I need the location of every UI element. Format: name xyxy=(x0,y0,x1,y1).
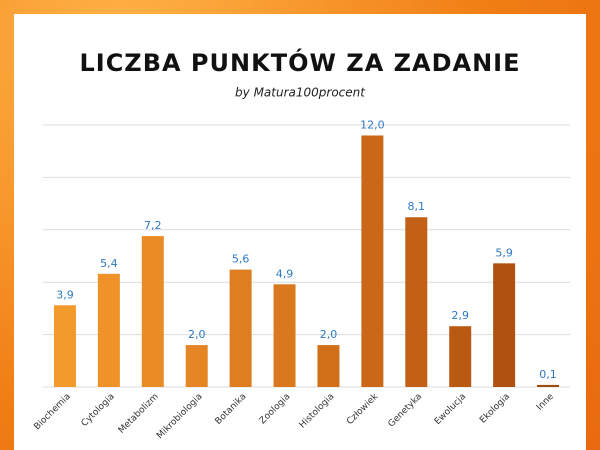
value-label: 5,9 xyxy=(495,246,513,259)
value-label: 0,1 xyxy=(539,368,557,381)
chart-subtitle: by Matura100procent xyxy=(235,86,366,100)
value-label: 8,1 xyxy=(408,200,426,213)
bar xyxy=(141,236,164,387)
bar xyxy=(273,284,296,387)
value-label: 2,0 xyxy=(188,328,206,341)
value-label: 5,4 xyxy=(100,257,118,270)
bar xyxy=(53,305,76,387)
value-label: 3,9 xyxy=(56,288,74,301)
value-label: 2,0 xyxy=(320,328,338,341)
value-label: 4,9 xyxy=(276,267,294,280)
bar xyxy=(185,345,208,387)
value-label: 2,9 xyxy=(451,309,469,322)
bar xyxy=(229,269,252,387)
bar xyxy=(537,384,560,387)
value-label: 12,0 xyxy=(360,118,385,131)
bar xyxy=(317,345,340,387)
bar xyxy=(449,326,472,387)
bar xyxy=(405,217,428,387)
bar xyxy=(493,263,516,387)
value-label: 5,6 xyxy=(232,253,250,266)
value-label: 7,2 xyxy=(144,219,162,232)
chart-title: LICZBA PUNKTÓW ZA ZADANIE xyxy=(79,47,520,77)
bar xyxy=(97,273,120,387)
bar xyxy=(361,135,384,387)
